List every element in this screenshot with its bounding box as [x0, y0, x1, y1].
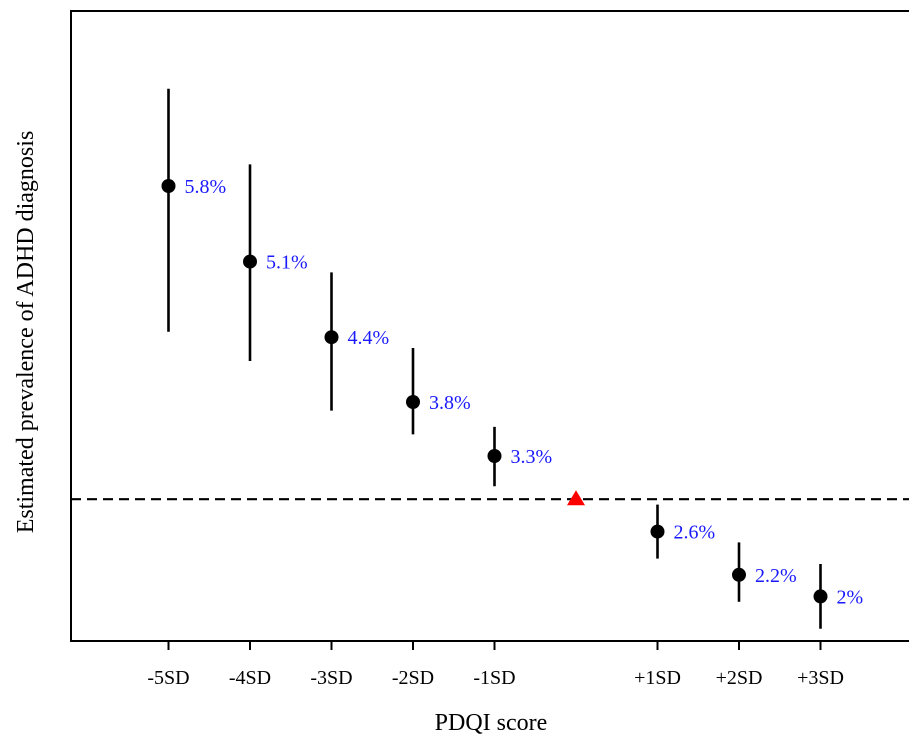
data-point: [650, 524, 665, 539]
data-label: 2.2%: [755, 565, 797, 587]
data-label: 5.8%: [185, 176, 227, 198]
data-label: 3.3%: [511, 446, 553, 468]
data-point: [487, 449, 502, 463]
x-tick-label: +3SD: [797, 667, 844, 689]
data-label: 2%: [837, 586, 864, 608]
reference-triangle-marker: [567, 490, 585, 506]
data-point: [243, 254, 257, 269]
x-tick-label: -3SD: [310, 667, 352, 689]
x-tick-label: -2SD: [392, 667, 434, 689]
data-point: [406, 395, 420, 409]
x-tick-label: +1SD: [634, 667, 681, 689]
x-tick-label: -5SD: [147, 667, 189, 689]
data-label: 5.1%: [266, 252, 308, 274]
data-label: 2.6%: [674, 522, 716, 544]
x-tick-label: +2SD: [716, 667, 763, 689]
data-point: [161, 179, 176, 193]
data-point: [813, 589, 828, 604]
data-point: [732, 567, 746, 582]
y-axis-title: Estimated prevalence of ADHD diagnosis: [13, 131, 39, 534]
reference-layer: [71, 490, 909, 506]
data-label: 3.8%: [429, 392, 471, 414]
x-axis-title: PDQI score: [435, 710, 548, 736]
data-point: [324, 330, 339, 345]
data-series: 5.8% 5.1% 4.4% 3.8% 3.3% 2.6% 2.2% 2%: [161, 88, 864, 629]
x-tick-label: -1SD: [473, 667, 515, 689]
plot-frame: [70, 10, 909, 642]
data-label: 4.4%: [348, 327, 390, 349]
x-tick-label: -4SD: [229, 667, 271, 689]
x-ticks: -5SD -4SD -3SD -2SD -1SD +1SD +2SD +3SD: [147, 641, 844, 689]
